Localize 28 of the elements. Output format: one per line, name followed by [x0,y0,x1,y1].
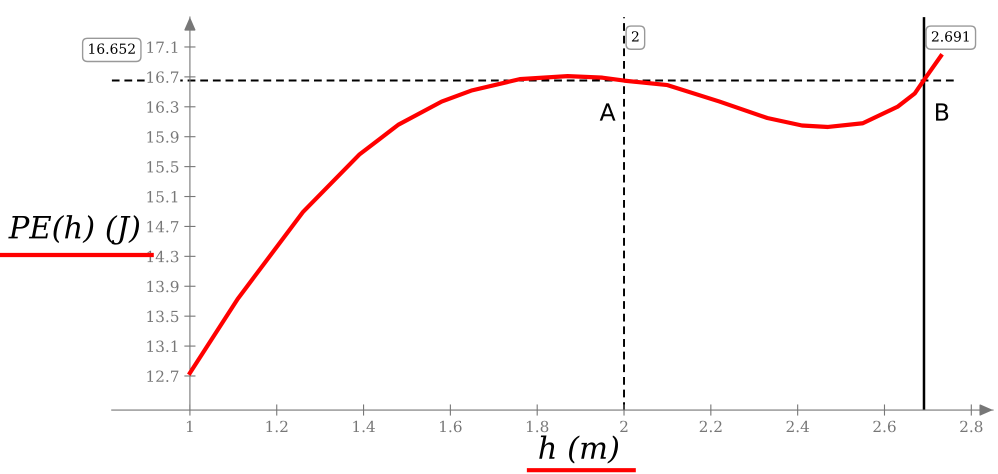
x-tick-label: 1.6 [440,420,462,432]
y-tick-label: 13.9 [147,280,178,292]
x-tick-label: 1.8 [526,420,548,432]
annotation: A [600,103,616,121]
ref-line-label: 16.652 [89,43,135,54]
ref-line-label: 2 [632,31,638,42]
ref-line-label: 2.691 [932,31,969,42]
x-tick-label: 1.4 [353,420,375,432]
y-tick-label: 12.7 [147,370,178,382]
y-tick-label: 15.1 [147,190,178,203]
annotation: B [936,103,948,121]
y-tick-label: 13.1 [147,340,178,352]
x-tick-label: 2.4 [786,420,810,432]
y-tick-label: 16.7 [147,71,178,83]
y-tick-label: 14.7 [147,220,178,232]
x-tick-label: 2 [620,420,628,432]
y-tick-label: 15.5 [147,161,178,173]
x-axis-title: h (m) [539,436,618,464]
y-tick-label: 17.1 [147,41,178,53]
x-tick-label: 1 [186,420,193,432]
y-tick-label: 16.3 [147,101,178,113]
x-tick-label: 2.8 [960,420,982,432]
y-tick-label: 15.9 [147,131,178,143]
x-tick-label: 2.2 [700,420,722,432]
y-tick-label: 13.5 [147,310,178,322]
x-tick-label: 2.6 [873,420,896,432]
x-tick-label: 1.2 [266,420,288,432]
y-axis-title: PE(h) (J) [8,215,140,245]
